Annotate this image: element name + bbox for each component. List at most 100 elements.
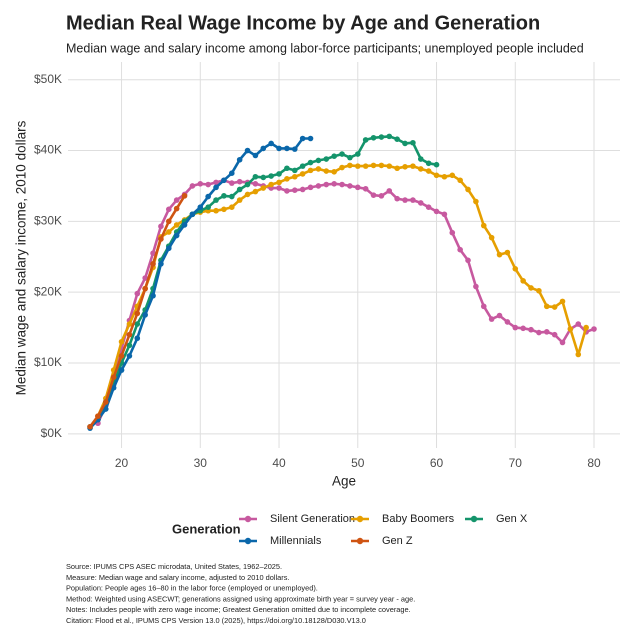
data-point: [291, 187, 298, 193]
data-point: [236, 197, 243, 203]
data-point: [142, 285, 148, 292]
data-point: [347, 162, 353, 169]
data-point: [228, 180, 235, 186]
x-tick-label: 70: [509, 456, 523, 470]
data-point: [228, 204, 235, 210]
data-point: [425, 168, 432, 174]
data-point: [362, 137, 369, 143]
data-point: [536, 287, 542, 294]
series-line: [96, 179, 595, 424]
data-point: [268, 181, 274, 188]
y-tick-label: $0K: [41, 426, 62, 440]
data-point: [228, 170, 235, 176]
x-tick-label: 40: [272, 456, 286, 470]
data-point: [284, 188, 290, 194]
data-point: [252, 173, 259, 180]
data-point: [433, 161, 440, 168]
data-point: [504, 249, 511, 256]
legend-label: Millennials: [270, 535, 322, 547]
data-point: [575, 351, 582, 358]
data-point: [118, 367, 125, 373]
data-point: [110, 374, 117, 380]
data-point: [559, 339, 566, 346]
data-point: [473, 283, 479, 290]
data-point: [244, 191, 251, 198]
data-point: [213, 207, 219, 214]
data-point: [536, 329, 542, 336]
data-point: [299, 135, 306, 142]
data-point: [331, 153, 337, 159]
data-point: [260, 174, 267, 181]
x-axis-title: Age: [332, 474, 356, 489]
data-point: [126, 321, 133, 327]
footnote: Population: People ages 16–80 in the lab…: [66, 584, 318, 593]
data-point: [205, 181, 211, 188]
legend-swatch: [356, 537, 364, 545]
data-point: [323, 156, 330, 162]
data-point: [276, 179, 282, 186]
data-point: [496, 312, 503, 319]
data-point: [252, 152, 259, 159]
footnote: Citation: Flood et al., IPUMS CPS Versio…: [66, 616, 366, 625]
data-point: [236, 178, 243, 185]
data-point: [126, 342, 133, 349]
data-point: [394, 136, 400, 142]
footnote: Source: IPUMS CPS ASEC microdata, United…: [66, 562, 282, 571]
data-point: [221, 177, 227, 184]
data-point: [362, 185, 369, 192]
data-point: [118, 338, 125, 345]
data-point: [87, 423, 93, 430]
data-point: [512, 324, 519, 331]
data-point: [165, 206, 172, 213]
legend-label: Gen X: [496, 513, 528, 525]
data-point: [425, 204, 432, 210]
data-point: [417, 200, 424, 206]
data-point: [284, 165, 290, 172]
data-point: [307, 184, 314, 191]
data-point: [473, 198, 479, 205]
data-point: [441, 173, 448, 180]
data-point: [150, 261, 156, 267]
data-point: [110, 384, 117, 391]
data-point: [205, 193, 211, 200]
data-point: [528, 285, 534, 291]
data-point: [339, 164, 345, 171]
data-point: [457, 177, 463, 184]
data-point: [142, 275, 148, 281]
data-point: [299, 163, 306, 169]
data-point: [488, 234, 495, 241]
data-point: [457, 246, 463, 253]
data-point: [252, 188, 259, 195]
data-point: [433, 172, 440, 179]
data-point: [236, 156, 243, 163]
series-line: [96, 164, 588, 417]
data-point: [284, 145, 290, 152]
data-point: [386, 188, 393, 194]
data-point: [291, 146, 298, 152]
data-point: [378, 134, 385, 140]
data-point: [386, 163, 393, 169]
data-point: [260, 185, 267, 191]
data-point: [213, 197, 219, 203]
data-point: [410, 139, 416, 146]
footnote: Notes: Includes people with zero wage in…: [66, 605, 411, 614]
legend-swatch: [470, 515, 478, 523]
footnote: Measure: Median wage and salary income, …: [66, 573, 290, 582]
data-point: [559, 298, 566, 305]
data-point: [189, 211, 196, 218]
data-point: [520, 278, 526, 284]
data-point: [441, 211, 448, 218]
data-point: [189, 183, 196, 189]
data-point: [354, 151, 361, 157]
data-point: [165, 229, 172, 235]
data-point: [331, 168, 337, 175]
data-point: [488, 316, 495, 322]
data-point: [347, 183, 353, 189]
data-point: [213, 179, 219, 186]
data-point: [583, 324, 589, 331]
data-point: [299, 171, 306, 177]
data-point: [236, 186, 243, 193]
data-point: [260, 145, 267, 152]
data-point: [158, 261, 164, 267]
